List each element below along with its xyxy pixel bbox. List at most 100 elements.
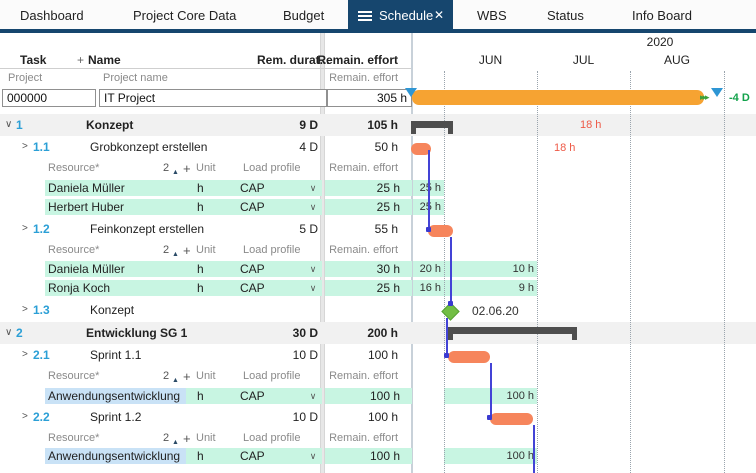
chevron-down-icon[interactable]: ∨ xyxy=(306,199,320,215)
nav-tab-info-board[interactable]: Info Board xyxy=(632,8,692,23)
load-profile-column-label: Load profile xyxy=(243,162,301,174)
project-name-input[interactable] xyxy=(99,89,327,107)
expand-icon[interactable]: > xyxy=(22,223,28,234)
resource-header-row: Resource* 2 ▲ + Unit Load profile Remain… xyxy=(0,240,756,261)
resource-name[interactable]: Daniela Müller xyxy=(45,261,186,277)
sort-asc-icon[interactable]: ▲ xyxy=(172,169,179,176)
subheader-project: Project xyxy=(8,72,43,84)
sub-header-row: Project Project name Remain. effort xyxy=(0,69,756,87)
project-code-input[interactable] xyxy=(2,89,96,107)
load-profile-value: CAP xyxy=(232,180,322,196)
chevron-down-icon[interactable]: ∨ xyxy=(306,280,320,296)
chevron-down-icon[interactable]: ∨ xyxy=(306,261,320,277)
task-name: Grobkonzept erstellen xyxy=(90,140,208,154)
resource-unit: h xyxy=(186,180,232,196)
resource-unit: h xyxy=(186,448,232,464)
collapse-icon[interactable]: ∨ xyxy=(5,119,13,130)
task-duration: 10 D xyxy=(292,348,318,362)
resource-column-label: Resource* xyxy=(48,162,100,174)
task-duration: 10 D xyxy=(292,410,318,424)
add-resource-icon[interactable]: + xyxy=(183,431,191,446)
expand-icon[interactable]: > xyxy=(22,411,28,422)
task-number[interactable]: 1.2 xyxy=(33,222,50,236)
resource-name[interactable]: Daniela Müller xyxy=(45,180,186,196)
nav-tab-budget[interactable]: Budget xyxy=(283,8,325,23)
resource-header-row: Resource* 2 ▲ + Unit Load profile Remain… xyxy=(0,366,756,387)
task-row: > 1.1 Grobkonzept erstellen 4 D 50 h xyxy=(0,136,756,158)
sort-asc-icon[interactable]: ▲ xyxy=(172,251,179,258)
task-effort: 55 h xyxy=(374,222,398,236)
sort-order-label[interactable]: 2 xyxy=(163,244,170,256)
task-number[interactable]: 2.2 xyxy=(33,410,50,424)
task-number[interactable]: 1 xyxy=(16,118,23,132)
collapse-icon[interactable]: ∨ xyxy=(5,327,13,338)
effort-column-label: Remain. effort xyxy=(329,244,398,256)
resource-name[interactable]: Anwendungsentwicklung xyxy=(45,388,186,404)
column-header-row: Task + Name Rem. durat... Remain. effort… xyxy=(0,52,756,69)
effort-column-label: Remain. effort xyxy=(329,370,398,382)
resource-unit: h xyxy=(186,280,232,296)
task-row: > 2.2 Sprint 1.2 10 D 100 h xyxy=(0,406,756,428)
chevron-down-icon[interactable]: ∨ xyxy=(306,180,320,196)
nav-tab-project-core-data[interactable]: Project Core Data xyxy=(133,8,237,23)
column-header-effort: Remain. effort xyxy=(317,53,398,67)
table-gantt-separator[interactable] xyxy=(411,33,413,473)
gantt-year-row: 2020 xyxy=(0,33,756,52)
resource-name[interactable]: Herbert Huber xyxy=(45,199,186,215)
add-task-icon[interactable]: + xyxy=(77,53,85,67)
unit-column-label: Unit xyxy=(196,432,216,444)
resource-effort: 30 h xyxy=(325,261,412,277)
project-row xyxy=(0,87,756,114)
nav-tab-dashboard[interactable]: Dashboard xyxy=(20,8,84,23)
load-profile-column-label: Load profile xyxy=(243,432,301,444)
sort-order-label[interactable]: 2 xyxy=(163,432,170,444)
resource-unit: h xyxy=(186,388,232,404)
chevron-down-icon[interactable]: ∨ xyxy=(306,448,320,464)
resource-unit: h xyxy=(186,261,232,277)
task-effort: 100 h xyxy=(367,410,398,424)
task-number[interactable]: 2.1 xyxy=(33,348,50,362)
expand-icon[interactable]: > xyxy=(22,304,28,315)
summary-row: ∨ 1 Konzept 9 D 105 h xyxy=(0,114,756,136)
add-resource-icon[interactable]: + xyxy=(183,161,191,176)
hamburger-menu-icon[interactable] xyxy=(358,11,372,22)
task-number[interactable]: 2 xyxy=(16,326,23,340)
expand-icon[interactable]: > xyxy=(22,349,28,360)
add-resource-icon[interactable]: + xyxy=(183,243,191,258)
load-profile-value: CAP xyxy=(232,261,322,277)
resource-name[interactable]: Ronja Koch xyxy=(45,280,186,296)
sort-order-label[interactable]: 2 xyxy=(163,370,170,382)
chevron-down-icon[interactable]: ∨ xyxy=(306,388,320,404)
top-navigation: Dashboard Project Core Data Budget WBS S… xyxy=(0,0,756,33)
expand-icon[interactable]: > xyxy=(22,141,28,152)
close-tab-icon[interactable]: ✕ xyxy=(433,8,444,22)
resource-unit: h xyxy=(186,199,232,215)
nav-tab-wbs[interactable]: WBS xyxy=(477,8,507,23)
gantt-year-label: 2020 xyxy=(646,35,674,49)
resource-header-row: Resource* 2 ▲ + Unit Load profile Remain… xyxy=(0,428,756,449)
sort-asc-icon[interactable]: ▲ xyxy=(172,439,179,446)
resource-name[interactable]: Anwendungsentwicklung xyxy=(45,448,186,464)
task-number[interactable]: 1.3 xyxy=(33,303,50,317)
task-duration: 30 D xyxy=(292,326,318,340)
task-name: Konzept xyxy=(86,118,134,132)
task-duration: 4 D xyxy=(299,140,318,154)
add-resource-icon[interactable]: + xyxy=(183,369,191,384)
task-effort: 200 h xyxy=(367,326,398,340)
unit-column-label: Unit xyxy=(196,370,216,382)
sort-asc-icon[interactable]: ▲ xyxy=(172,377,179,384)
load-profile-column-label: Load profile xyxy=(243,370,301,382)
task-row: > 2.1 Sprint 1.1 10 D 100 h xyxy=(0,344,756,366)
effort-column-label: Remain. effort xyxy=(329,432,398,444)
nav-tab-schedule-active[interactable]: Schedule ✕ xyxy=(348,0,453,33)
sort-order-label[interactable]: 2 xyxy=(163,162,170,174)
gantt-month-jul: JUL xyxy=(572,53,595,67)
load-profile-value: CAP xyxy=(232,199,322,215)
gantt-month-jun: JUN xyxy=(478,53,503,67)
task-number[interactable]: 1.1 xyxy=(33,140,50,154)
resource-header-row: Resource* 2 ▲ + Unit Load profile Remain… xyxy=(0,158,756,179)
nav-tab-status[interactable]: Status xyxy=(547,8,584,23)
project-effort-input[interactable] xyxy=(327,89,412,107)
resource-effort: 25 h xyxy=(325,180,412,196)
task-effort: 105 h xyxy=(367,118,398,132)
